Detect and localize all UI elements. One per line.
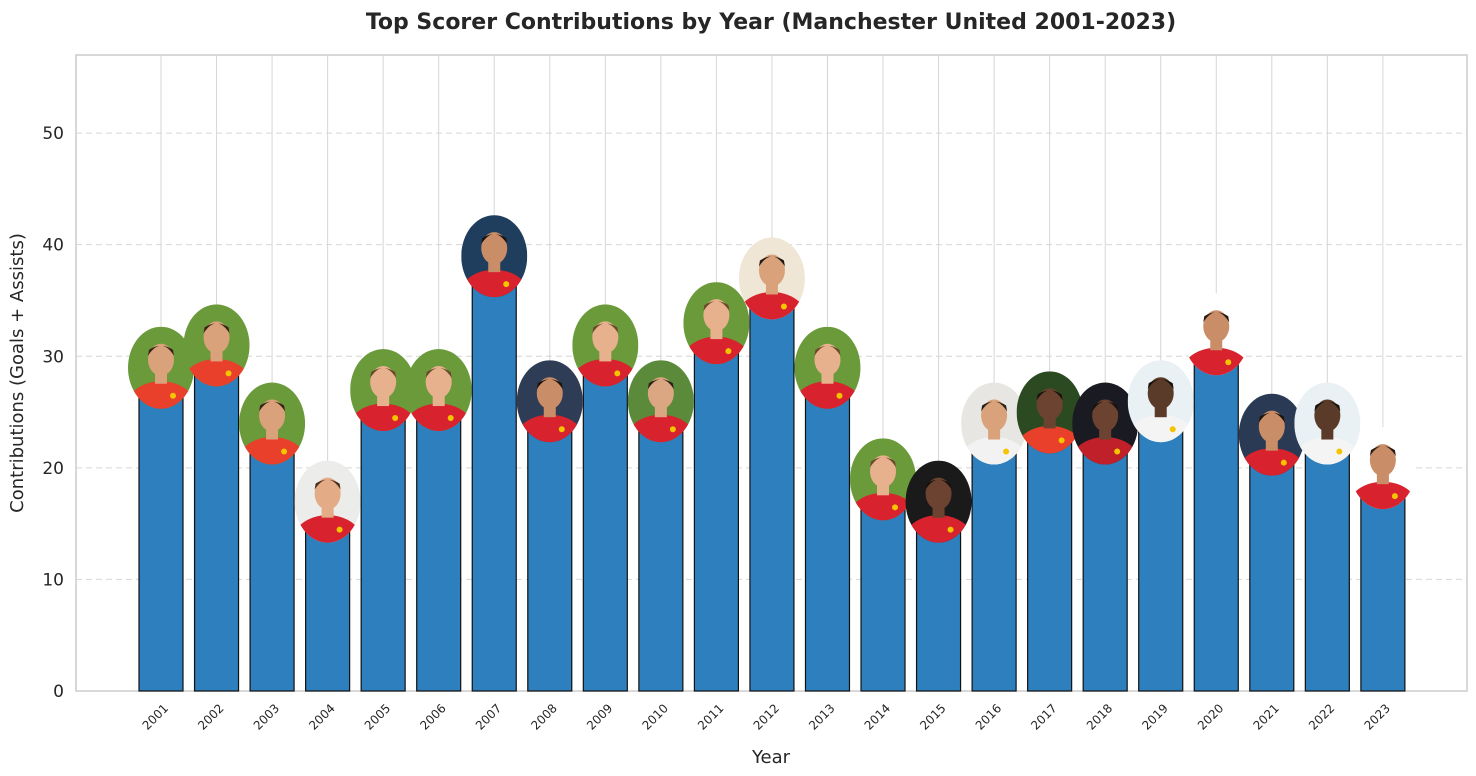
photo-2020: [1183, 293, 1250, 376]
x-tick-label: 2021: [1250, 701, 1281, 732]
bar-2022: [1304, 444, 1350, 692]
y-tick-label: 10: [42, 570, 64, 590]
bar-2003: [249, 444, 295, 692]
bar-2001: [138, 389, 184, 692]
bar-2008: [527, 422, 573, 692]
x-tick-label: 2005: [362, 701, 393, 732]
bar-2023: [1360, 489, 1406, 692]
x-tick-label: 2008: [528, 701, 559, 732]
photo-2021: [1238, 393, 1305, 476]
photo-2017: [1016, 371, 1083, 454]
x-tick-label: 2011: [695, 701, 726, 732]
bar-2017: [1027, 433, 1073, 692]
bar-2012: [749, 299, 795, 692]
bar-2018: [1082, 444, 1128, 692]
photo-2014: [850, 438, 917, 521]
y-axis-label: Contributions (Goals + Assists): [7, 233, 28, 513]
photo-2007: [461, 215, 528, 298]
photo-2002: [183, 304, 250, 387]
x-tick-label: 2018: [1084, 701, 1115, 732]
bar-2009: [582, 366, 628, 692]
bar-2019: [1138, 422, 1184, 692]
x-tick-label: 2020: [1195, 701, 1226, 732]
bar-2007: [471, 277, 517, 692]
x-axis-label: Year: [751, 747, 791, 768]
photo-2003: [239, 382, 306, 465]
x-tick-label: 2016: [973, 701, 1004, 732]
y-tick-label: 40: [42, 236, 64, 256]
x-axis-ticks: 2001 2002 2003 2004 2005 2006 2007 2008 2009 2010…: [140, 701, 1393, 732]
photo-2018: [1072, 382, 1139, 465]
photo-2013: [794, 326, 861, 409]
photo-2006: [405, 349, 472, 432]
photo-2023: [1349, 427, 1416, 510]
photo-2019: [1127, 360, 1194, 443]
x-tick-label: 2007: [473, 701, 504, 732]
x-tick-label: 2017: [1028, 701, 1059, 732]
photo-2004: [294, 460, 361, 543]
x-tick-label: 2006: [417, 701, 448, 732]
bar-2016: [971, 444, 1017, 692]
photo-2011: [683, 282, 750, 365]
player-photos: [128, 215, 1416, 543]
bar-2014: [860, 500, 906, 692]
x-tick-label: 2013: [806, 701, 837, 732]
photo-2016: [961, 382, 1028, 465]
x-tick-label: 2015: [917, 701, 948, 732]
x-tick-label: 2014: [862, 701, 893, 732]
x-tick-label: 2009: [584, 701, 615, 732]
x-tick-label: 2001: [140, 701, 171, 732]
x-tick-label: 2022: [1306, 701, 1337, 732]
bar-2021: [1249, 456, 1295, 692]
photo-2001: [128, 326, 194, 409]
bar-2002: [193, 366, 240, 692]
x-tick-label: 2023: [1362, 701, 1393, 732]
photo-2005: [350, 349, 417, 432]
y-tick-label: 20: [42, 459, 64, 479]
bar-2020: [1193, 355, 1239, 692]
x-tick-label: 2012: [751, 701, 782, 732]
x-tick-label: 2019: [1139, 701, 1170, 732]
bar-2013: [804, 389, 851, 692]
photo-2012: [738, 237, 805, 320]
bars: [138, 277, 1406, 692]
x-tick-label: 2002: [195, 701, 226, 732]
bar-2004: [305, 523, 351, 692]
bar-2006: [416, 411, 462, 692]
bar-2015: [915, 523, 962, 692]
photo-2022: [1294, 382, 1361, 465]
chart-title: Top Scorer Contributions by Year (Manche…: [366, 10, 1176, 35]
y-tick-label: 30: [42, 347, 64, 367]
x-tick-label: 2003: [251, 701, 282, 732]
bar-2011: [693, 344, 740, 692]
x-tick-label: 2004: [306, 701, 337, 732]
photo-2008: [516, 360, 583, 443]
bar-2010: [638, 422, 684, 692]
x-tick-label: 2010: [639, 701, 670, 732]
bar-2005: [360, 411, 406, 692]
y-axis-ticks: 0 10 20 30 40 50: [42, 124, 64, 702]
photo-2009: [572, 304, 639, 387]
y-tick-label: 50: [42, 124, 64, 144]
photo-2010: [627, 360, 694, 443]
y-tick-label: 0: [53, 682, 64, 702]
photo-2015: [905, 460, 972, 543]
